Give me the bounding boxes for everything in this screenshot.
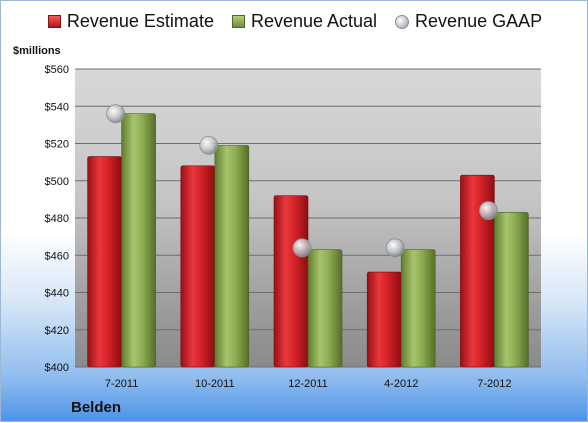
y-tick-label: $460	[45, 250, 69, 262]
gaap-markers	[106, 104, 498, 258]
bar-revenue-actual	[121, 113, 156, 368]
legend-item-actual: Revenue Actual	[231, 11, 378, 32]
bar-revenue-estimate	[87, 156, 122, 368]
y-tick-label: $560	[45, 64, 69, 76]
legend-swatch-estimate	[47, 15, 61, 28]
legend-label-actual: Revenue Actual	[250, 11, 378, 31]
legend-swatch-actual	[231, 15, 245, 28]
x-tick-label: 10-2011	[195, 378, 235, 390]
x-tick-label: 7-2011	[105, 378, 138, 390]
marker-revenue-gaap	[385, 238, 405, 258]
bar-revenue-actual	[214, 145, 250, 368]
y-tick-label: $520	[45, 139, 69, 151]
bar-revenue-actual	[307, 249, 343, 368]
y-tick-label: $440	[45, 288, 69, 300]
tick-labels: $400 $420 $440 $460 $480 $500 $520 $540 $560 7-20…	[45, 64, 512, 390]
legend-item-estimate: Revenue Estimate	[47, 11, 214, 32]
y-tick-label: $480	[45, 213, 69, 225]
marker-revenue-gaap	[199, 135, 219, 155]
x-tick-label: 7-2012	[477, 378, 511, 390]
marker-revenue-gaap	[478, 201, 498, 220]
x-tick-label: 4-2012	[384, 378, 418, 390]
bar-revenue-actual	[400, 249, 436, 368]
y-tick-label: $420	[45, 325, 69, 337]
legend-label-estimate: Revenue Estimate	[66, 11, 214, 31]
y-tick-label: $500	[45, 176, 69, 188]
legend-swatch-gaap	[395, 14, 410, 29]
company-label: Belden	[71, 399, 122, 416]
y-tick-label: $400	[45, 362, 69, 374]
y-axis-units-label: $millions	[13, 45, 61, 57]
marker-revenue-gaap	[292, 238, 312, 258]
legend-label-gaap: Revenue GAAP	[415, 11, 543, 31]
y-tick-label: $540	[45, 101, 69, 113]
bar-revenue-estimate	[180, 165, 216, 368]
marker-revenue-gaap	[106, 104, 125, 124]
bar-revenue-actual	[494, 212, 529, 368]
bars	[87, 113, 529, 368]
legend-item-gaap: Revenue GAAP	[395, 11, 542, 32]
bar-revenue-estimate	[366, 271, 402, 368]
bar-revenue-estimate	[273, 195, 309, 368]
x-tick-label: 12-2011	[288, 378, 328, 390]
legend: Revenue Estimate Revenue Actual Revenue …	[1, 11, 588, 32]
